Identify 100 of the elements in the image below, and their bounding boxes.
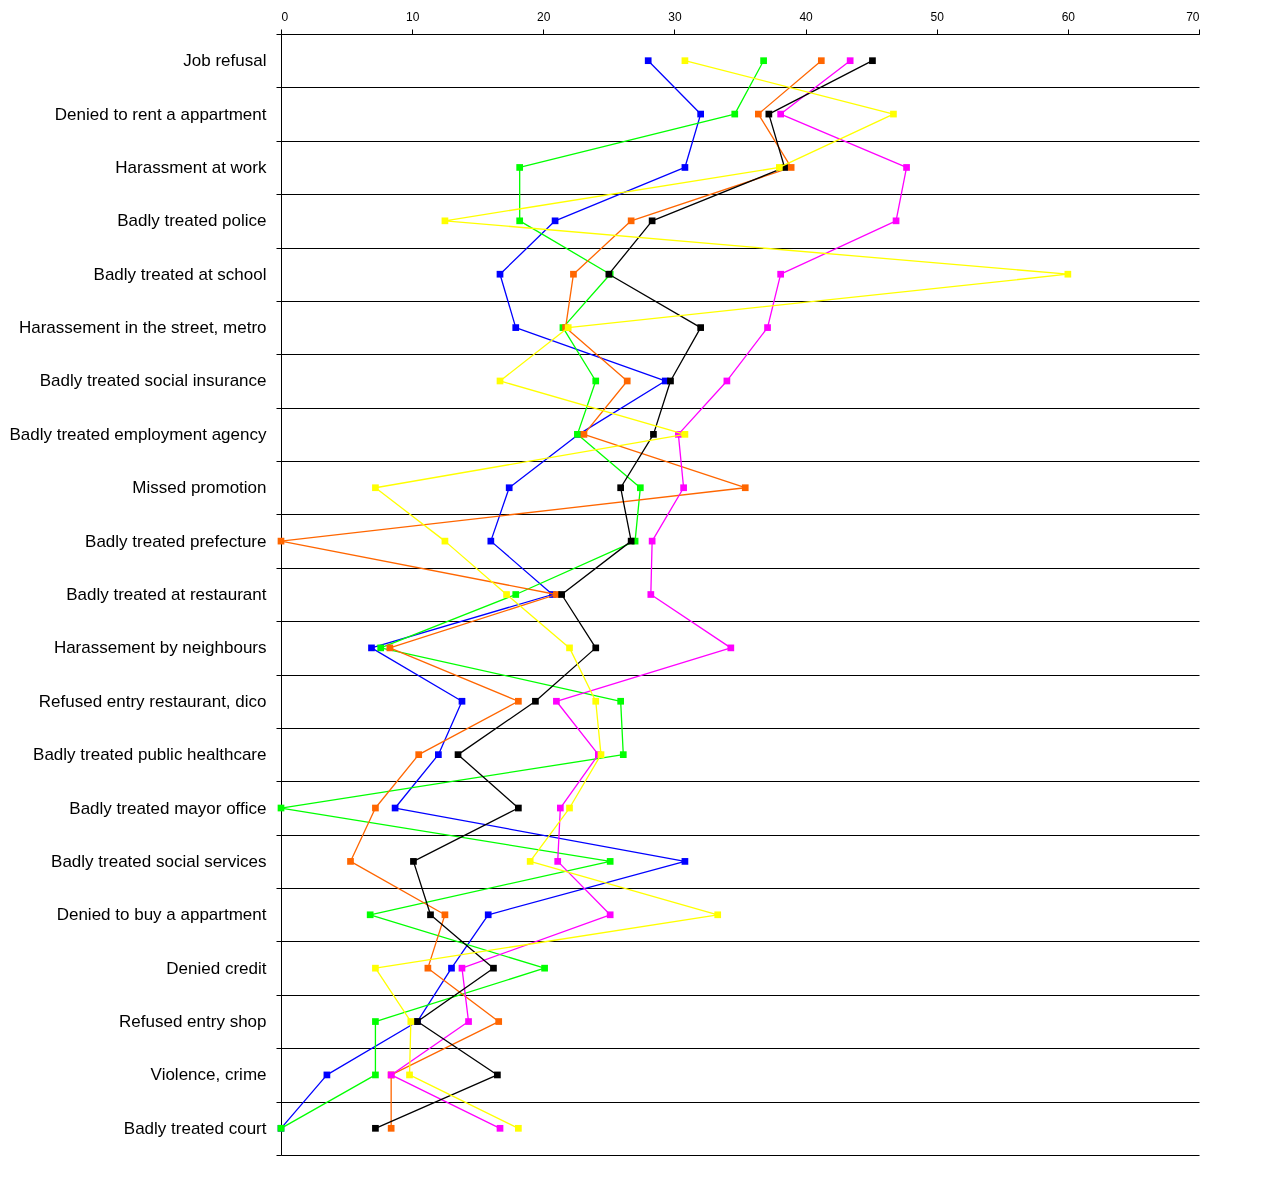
point xyxy=(775,164,783,171)
point xyxy=(487,537,495,545)
point xyxy=(760,57,767,65)
y-tick-label: Violence, crime xyxy=(150,1065,267,1085)
point xyxy=(435,751,442,758)
point xyxy=(368,644,375,652)
x-tick-label: 30 xyxy=(668,9,682,24)
point xyxy=(606,858,614,865)
point xyxy=(372,484,379,492)
y-tick-label: Missed promotion xyxy=(132,478,267,498)
x-tick-label: 20 xyxy=(537,9,551,24)
point xyxy=(503,591,510,598)
point xyxy=(727,644,735,652)
point xyxy=(566,644,573,652)
x-tick-label: 70 xyxy=(1186,9,1200,24)
point xyxy=(636,484,644,492)
y-tick-label: Badly treated court xyxy=(123,1118,267,1138)
y-tick-label: Badly treated public healthcare xyxy=(33,745,267,765)
point xyxy=(764,324,771,331)
point xyxy=(731,110,739,118)
point xyxy=(741,484,749,492)
point xyxy=(681,164,689,171)
point xyxy=(505,484,513,492)
x-tick-label: 40 xyxy=(799,9,814,24)
point xyxy=(777,270,785,278)
point xyxy=(650,431,657,438)
point xyxy=(892,217,900,225)
point xyxy=(512,591,520,598)
point xyxy=(516,217,524,225)
point xyxy=(553,697,560,705)
point xyxy=(648,217,656,225)
point xyxy=(566,804,573,812)
point xyxy=(697,324,705,331)
point xyxy=(496,270,504,278)
point xyxy=(441,217,449,225)
point xyxy=(647,591,655,598)
point xyxy=(406,1071,413,1079)
point xyxy=(515,1124,522,1132)
y-tick-label: Badly treated social insurance xyxy=(39,371,267,391)
point xyxy=(387,1124,395,1132)
point xyxy=(372,1124,379,1132)
point xyxy=(484,911,492,919)
y-tick-label: Denied to buy a appartment xyxy=(56,905,267,925)
point xyxy=(787,164,795,171)
point xyxy=(681,431,689,438)
y-tick-label: Badly treated police xyxy=(117,211,267,231)
point xyxy=(372,804,379,812)
point xyxy=(526,858,534,865)
point xyxy=(495,1018,503,1025)
point xyxy=(617,697,625,705)
point xyxy=(515,697,522,705)
point xyxy=(427,911,434,919)
point xyxy=(441,911,449,919)
y-tick-label: Harassement in the street, metro xyxy=(18,318,267,338)
point xyxy=(777,110,785,118)
point xyxy=(347,858,354,865)
y-tick-label: Badly treated social services xyxy=(51,851,267,871)
y-tick-label: Denied to rent a appartment xyxy=(54,104,267,124)
y-tick-label: Refused entry restaurant, dico xyxy=(38,691,267,711)
y-tick-label: Badly treated at restaurant xyxy=(66,585,267,604)
point xyxy=(377,644,385,652)
point xyxy=(903,164,910,171)
point xyxy=(448,964,455,972)
point xyxy=(627,217,635,225)
point xyxy=(558,591,565,598)
point xyxy=(680,484,687,492)
point xyxy=(458,697,466,705)
point xyxy=(755,110,762,118)
point xyxy=(570,270,577,278)
point xyxy=(714,911,722,919)
y-tick-label: Denied credit xyxy=(166,958,267,978)
point xyxy=(407,1018,415,1025)
point xyxy=(619,751,627,758)
point xyxy=(592,644,600,652)
point xyxy=(372,964,379,972)
y-tick-label: Harassment at work xyxy=(115,157,267,177)
x-tick-label: 50 xyxy=(930,9,945,24)
point xyxy=(465,1018,472,1025)
point xyxy=(551,217,559,225)
point xyxy=(372,1018,379,1025)
point xyxy=(386,644,394,652)
point xyxy=(697,110,705,118)
point xyxy=(541,964,548,972)
point xyxy=(1064,270,1072,278)
point xyxy=(490,964,497,972)
point xyxy=(372,1071,379,1079)
point xyxy=(817,57,825,65)
y-tick-label: Refused entry shop xyxy=(119,1012,267,1032)
point xyxy=(667,377,674,385)
point xyxy=(623,377,631,385)
point xyxy=(494,1071,501,1079)
point xyxy=(681,858,689,865)
y-tick-label: Job refusal xyxy=(183,51,267,71)
point xyxy=(869,57,876,65)
point xyxy=(366,911,374,919)
point xyxy=(846,57,854,65)
point xyxy=(580,431,588,438)
point xyxy=(454,751,462,758)
point xyxy=(554,858,562,865)
point xyxy=(592,377,600,385)
